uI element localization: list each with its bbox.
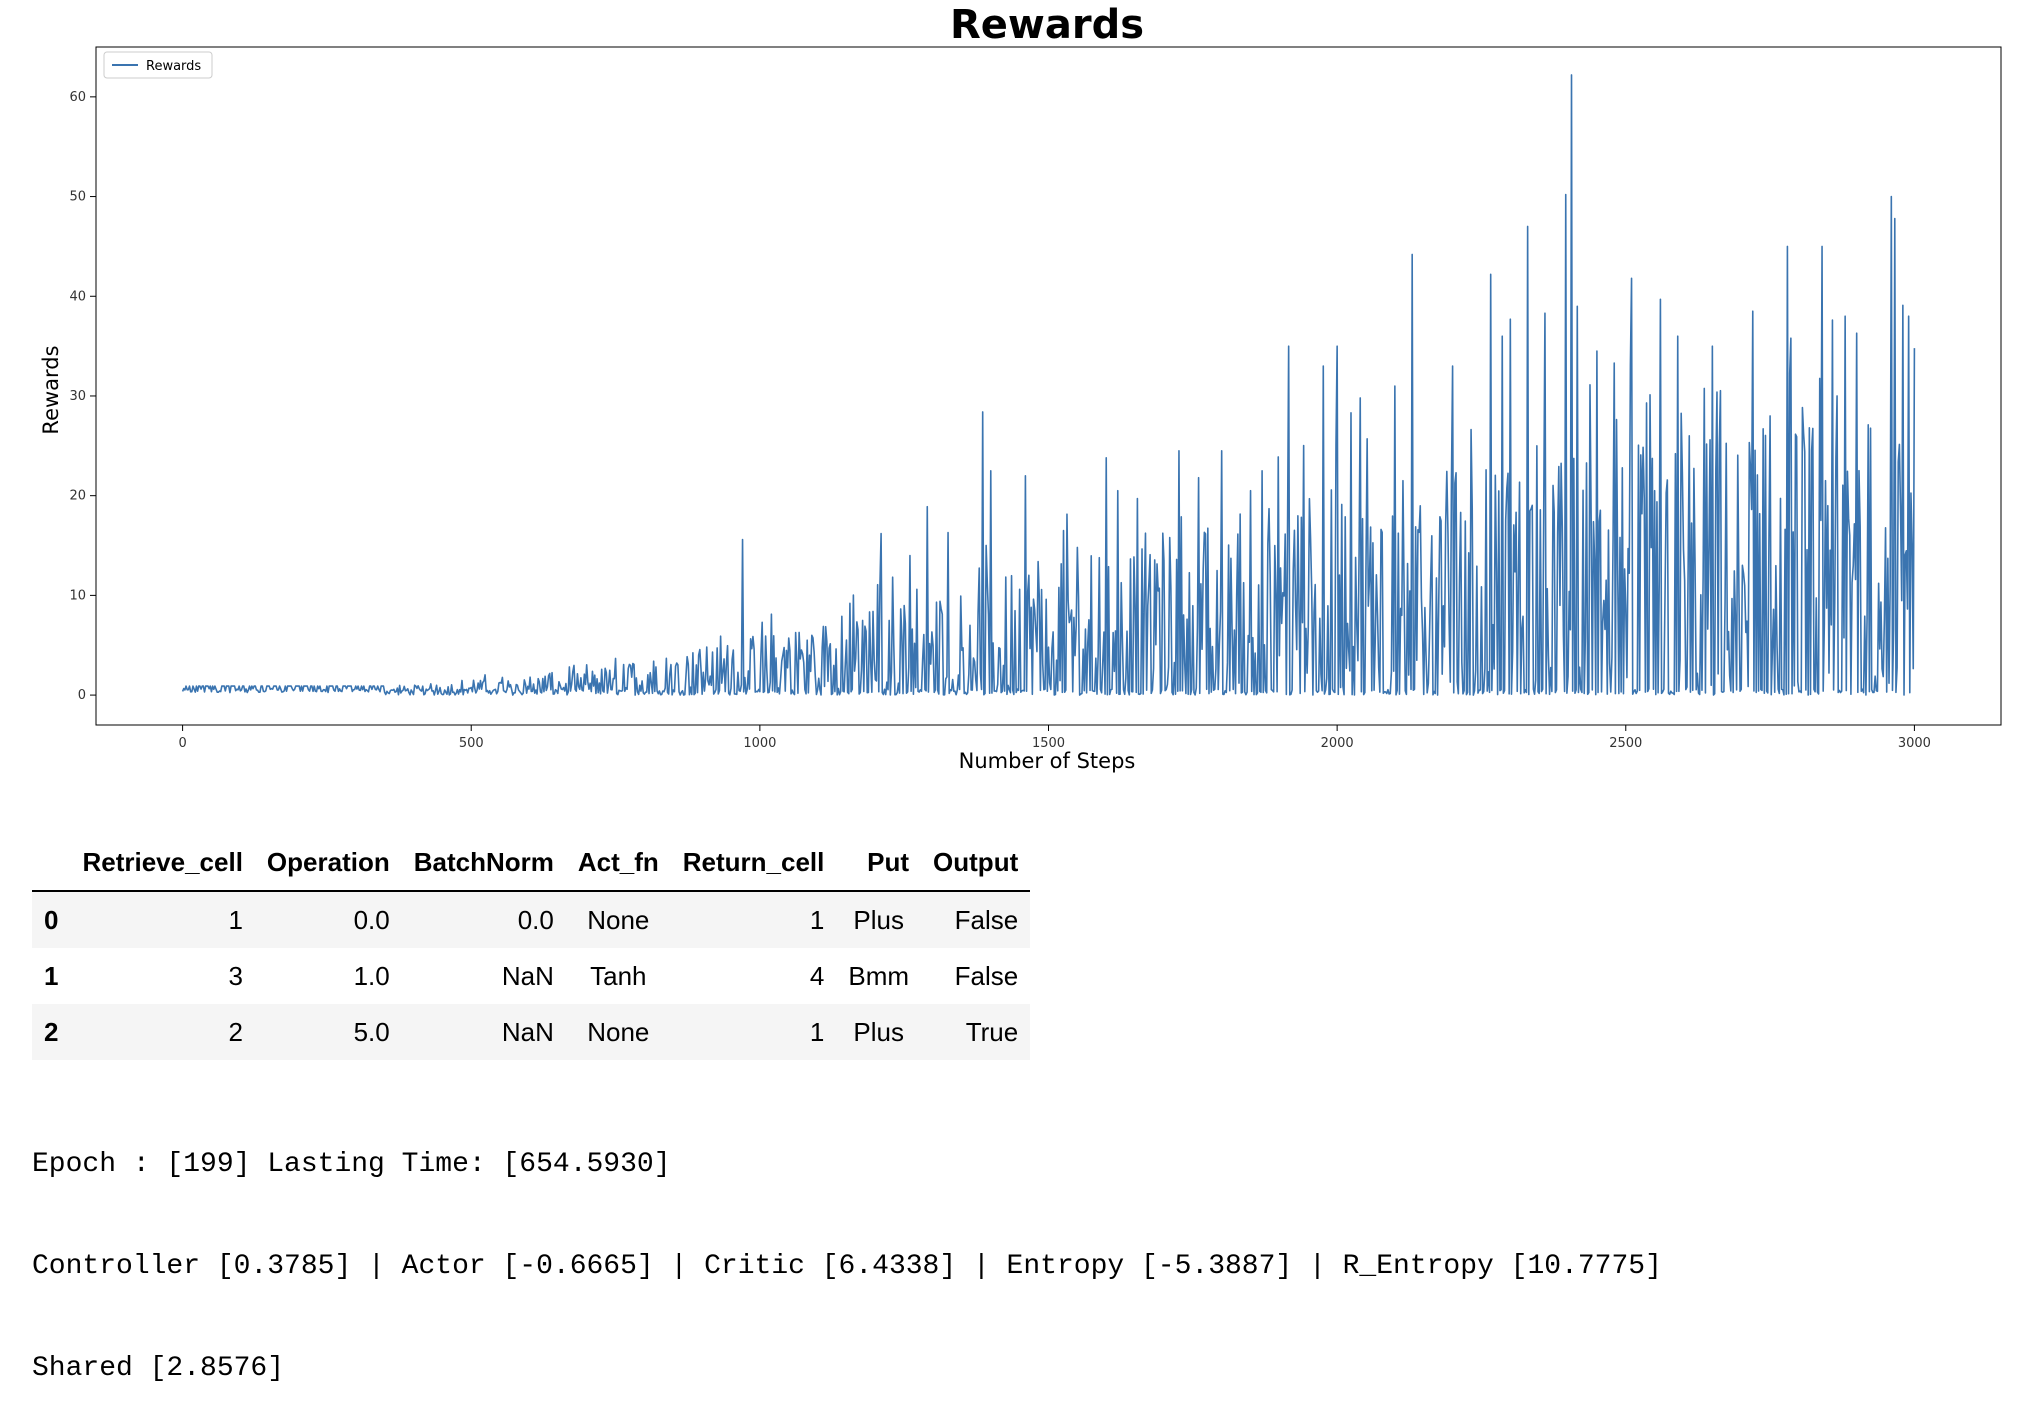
table-cell: 1 bbox=[228, 904, 243, 935]
table-index-header bbox=[32, 834, 70, 891]
table-cell: 0.0 bbox=[517, 904, 554, 935]
x-tick-label: 500 bbox=[459, 736, 484, 751]
table-cell: 0.0 bbox=[353, 904, 390, 935]
column-header-batchnorm: BatchNorm bbox=[413, 846, 554, 877]
table-cell: 2 bbox=[228, 1016, 243, 1047]
table-cell: False bbox=[954, 904, 1019, 935]
x-tick-label: 0 bbox=[178, 736, 186, 751]
column-header-operation: Operation bbox=[266, 846, 390, 877]
table-row: 0 1 0.0 0.0 None 1 Plus False bbox=[32, 891, 1031, 948]
row-index: 1 bbox=[44, 960, 59, 991]
console-line-epoch: Epoch : [199] Lasting Time: [654.5930] bbox=[32, 1149, 671, 1180]
table-cell: 1 bbox=[809, 904, 825, 935]
legend-box bbox=[103, 51, 213, 79]
console-line-losses: Controller [0.3785] | Actor [-0.6665] | … bbox=[32, 1251, 1662, 1282]
column-header-output: Output bbox=[933, 846, 1019, 877]
x-tick-label: 3000 bbox=[1898, 736, 1931, 751]
table-cell: 1 bbox=[809, 1016, 825, 1047]
x-tick-label: 1500 bbox=[1032, 736, 1065, 751]
table-cell: None bbox=[587, 904, 650, 935]
table-row: 2 2 5.0 NaN None 1 Plus True bbox=[32, 1004, 1031, 1060]
axes-frame bbox=[95, 46, 2002, 726]
table-cell: 3 bbox=[228, 960, 243, 991]
table-cell: Plus bbox=[853, 904, 904, 935]
console-output: Epoch : [199] Lasting Time: [654.5930] C… bbox=[32, 1080, 1662, 1420]
row-index: 2 bbox=[44, 1016, 59, 1047]
dataframe-table: Retrieve_cell Operation BatchNorm Act_fn… bbox=[32, 834, 1031, 1060]
y-tick-label: 60 bbox=[69, 90, 86, 105]
table-cell: None bbox=[587, 1016, 650, 1047]
table-cell: True bbox=[965, 1016, 1019, 1047]
table-cell: 1.0 bbox=[353, 960, 390, 991]
row-index: 0 bbox=[44, 904, 59, 935]
rewards-chart: Rewards 0 500 1000 1500 2000 2500 3000 0 10 20 30 4… bbox=[39, 2, 2002, 773]
table-cell: Bmm bbox=[848, 960, 910, 991]
column-header-act-fn: Act_fn bbox=[577, 846, 659, 877]
column-header-return-cell: Return_cell bbox=[682, 846, 825, 877]
table-cell: Plus bbox=[853, 1016, 904, 1047]
y-axis-title: Rewards bbox=[39, 345, 63, 434]
table-cell: 5.0 bbox=[353, 1016, 390, 1047]
table-cell: Tanh bbox=[590, 960, 647, 991]
x-axis-title: Number of Steps bbox=[959, 749, 1136, 773]
y-tick-label: 10 bbox=[69, 588, 86, 603]
column-header-retrieve-cell: Retrieve_cell bbox=[82, 846, 243, 877]
y-tick-label: 40 bbox=[69, 289, 86, 304]
table-cell: NaN bbox=[501, 1016, 554, 1047]
x-tick-label: 2500 bbox=[1609, 736, 1642, 751]
rewards-chart-svg: Rewards 0 500 1000 1500 2000 2500 3000 0 10 20 30 4… bbox=[39, 2, 2002, 773]
table-cell: False bbox=[954, 960, 1019, 991]
y-tick-label: 20 bbox=[69, 489, 86, 504]
y-tick-label: 50 bbox=[69, 190, 86, 205]
chart-legend: Rewards bbox=[103, 51, 213, 79]
legend-label: Rewards bbox=[146, 59, 201, 74]
rewards-series-line bbox=[181, 74, 1916, 696]
plot-area: 0 500 1000 1500 2000 2500 3000 0 10 20 30 40 50 60 bbox=[69, 46, 2002, 751]
x-tick-label: 1000 bbox=[743, 736, 776, 751]
table-header-row: Retrieve_cell Operation BatchNorm Act_fn… bbox=[32, 834, 1031, 891]
chart-title: Rewards bbox=[950, 2, 1144, 48]
console-line-shared: Shared [2.8576] bbox=[32, 1353, 285, 1384]
column-header-put: Put bbox=[867, 846, 910, 877]
y-tick-label: 0 bbox=[78, 688, 86, 703]
x-tick-label: 2000 bbox=[1321, 736, 1354, 751]
y-tick-label: 30 bbox=[69, 389, 86, 404]
table-cell: NaN bbox=[501, 960, 554, 991]
table-cell: 4 bbox=[809, 960, 825, 991]
table-row: 1 3 1.0 NaN Tanh 4 Bmm False bbox=[32, 948, 1030, 1004]
